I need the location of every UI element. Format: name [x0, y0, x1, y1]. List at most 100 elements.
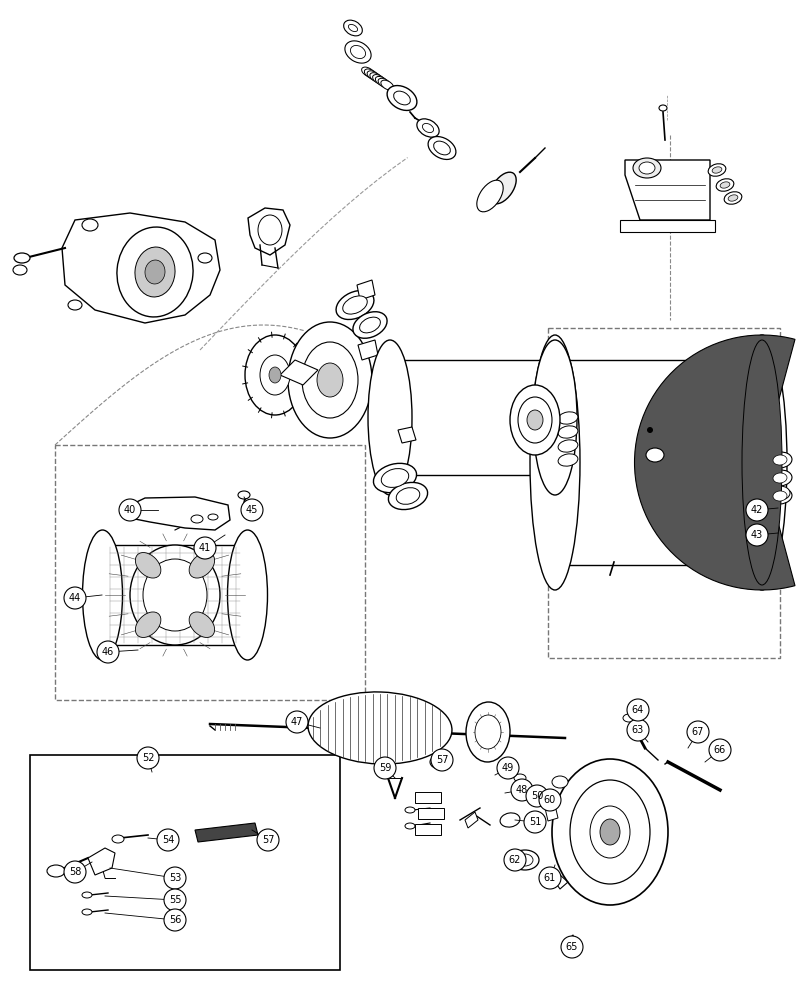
Ellipse shape: [13, 265, 27, 275]
Circle shape: [64, 587, 86, 609]
Ellipse shape: [770, 486, 790, 500]
Ellipse shape: [117, 227, 193, 317]
Ellipse shape: [600, 819, 620, 845]
Text: 49: 49: [502, 763, 514, 773]
Ellipse shape: [112, 835, 124, 843]
Ellipse shape: [198, 253, 212, 263]
Ellipse shape: [434, 141, 450, 155]
Ellipse shape: [336, 290, 374, 320]
Ellipse shape: [373, 75, 386, 84]
Circle shape: [137, 747, 159, 769]
Ellipse shape: [191, 515, 203, 523]
Circle shape: [709, 739, 731, 761]
Text: 54: 54: [162, 835, 174, 845]
Ellipse shape: [208, 514, 218, 520]
Text: 41: 41: [199, 543, 211, 553]
Ellipse shape: [370, 73, 382, 83]
Ellipse shape: [367, 71, 380, 81]
Polygon shape: [357, 280, 375, 300]
Ellipse shape: [227, 530, 267, 660]
Ellipse shape: [623, 714, 635, 722]
Ellipse shape: [260, 355, 290, 395]
Ellipse shape: [639, 162, 655, 174]
Text: 65: 65: [566, 942, 578, 952]
Circle shape: [524, 811, 546, 833]
Ellipse shape: [350, 45, 366, 59]
Ellipse shape: [349, 24, 358, 32]
Ellipse shape: [558, 412, 578, 424]
Text: 67: 67: [692, 727, 704, 737]
Bar: [55, 445, 365, 700]
Polygon shape: [88, 848, 115, 875]
Wedge shape: [634, 335, 795, 590]
Ellipse shape: [82, 530, 122, 660]
Circle shape: [687, 721, 709, 743]
Ellipse shape: [590, 806, 630, 858]
Circle shape: [97, 641, 119, 663]
Ellipse shape: [768, 470, 792, 486]
Ellipse shape: [189, 612, 214, 637]
Ellipse shape: [773, 491, 787, 501]
Ellipse shape: [82, 219, 98, 231]
Polygon shape: [62, 213, 220, 323]
Ellipse shape: [552, 776, 568, 788]
Polygon shape: [625, 160, 710, 220]
Ellipse shape: [344, 20, 362, 36]
Circle shape: [627, 719, 649, 741]
Text: 64: 64: [632, 705, 644, 715]
Ellipse shape: [558, 440, 578, 452]
Ellipse shape: [417, 119, 439, 137]
Polygon shape: [102, 545, 247, 645]
Text: 44: 44: [69, 593, 81, 603]
Polygon shape: [195, 823, 258, 842]
Polygon shape: [398, 427, 416, 443]
Ellipse shape: [552, 759, 668, 905]
Ellipse shape: [238, 491, 250, 499]
Text: 50: 50: [531, 791, 543, 801]
Ellipse shape: [135, 612, 161, 637]
Circle shape: [164, 889, 186, 911]
Text: 46: 46: [102, 647, 114, 657]
Text: 43: 43: [751, 530, 763, 540]
Circle shape: [257, 829, 279, 851]
Circle shape: [119, 499, 141, 521]
Ellipse shape: [696, 223, 704, 229]
Ellipse shape: [375, 76, 388, 86]
Ellipse shape: [517, 854, 533, 866]
Ellipse shape: [308, 692, 452, 764]
Text: 51: 51: [529, 817, 541, 827]
Ellipse shape: [712, 167, 722, 173]
Ellipse shape: [646, 448, 664, 462]
Ellipse shape: [558, 454, 578, 466]
Ellipse shape: [189, 553, 214, 578]
Ellipse shape: [345, 41, 371, 63]
Circle shape: [64, 861, 86, 883]
Text: 63: 63: [632, 725, 644, 735]
Polygon shape: [620, 220, 715, 232]
Circle shape: [746, 499, 768, 521]
Ellipse shape: [631, 223, 639, 229]
Text: 45: 45: [246, 505, 258, 515]
Text: 48: 48: [516, 785, 528, 795]
Polygon shape: [390, 360, 555, 475]
Ellipse shape: [720, 182, 730, 188]
Circle shape: [539, 789, 561, 811]
Ellipse shape: [394, 91, 410, 105]
Circle shape: [539, 867, 561, 889]
Ellipse shape: [510, 385, 560, 455]
Circle shape: [431, 749, 453, 771]
Circle shape: [157, 829, 179, 851]
Ellipse shape: [530, 335, 580, 590]
Ellipse shape: [368, 340, 412, 495]
Polygon shape: [415, 824, 441, 835]
Ellipse shape: [269, 367, 281, 383]
Text: 57: 57: [262, 835, 274, 845]
Ellipse shape: [342, 296, 367, 314]
Ellipse shape: [130, 545, 220, 645]
Circle shape: [627, 699, 649, 721]
Circle shape: [511, 779, 533, 801]
Text: 47: 47: [291, 717, 303, 727]
Text: 55: 55: [169, 895, 182, 905]
Polygon shape: [545, 805, 558, 821]
Ellipse shape: [47, 865, 65, 877]
